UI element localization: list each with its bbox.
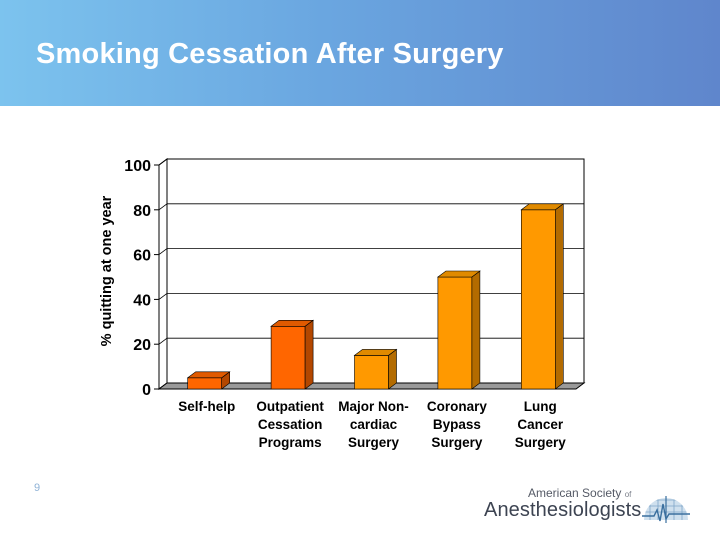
x-tick-label-4-0: Lung bbox=[524, 399, 557, 414]
y-tick-label-0: 0 bbox=[142, 382, 151, 399]
bar-2 bbox=[354, 355, 389, 390]
slide-title: Smoking Cessation After Surgery bbox=[36, 38, 504, 70]
y-tick-label-40: 40 bbox=[133, 292, 151, 309]
x-tick-label-2-0: Major Non- bbox=[338, 399, 409, 414]
x-tick-label-1-1: Cessation bbox=[258, 417, 323, 432]
y-tick-label-20: 20 bbox=[133, 337, 151, 354]
bar-side-1 bbox=[304, 319, 314, 390]
gridline-depth-60 bbox=[158, 248, 168, 255]
y-tick-label-80: 80 bbox=[133, 203, 151, 220]
bar-top-3 bbox=[437, 270, 481, 278]
x-tick-label-3-2: Surgery bbox=[431, 435, 483, 450]
x-tick-label-1-0: Outpatient bbox=[256, 399, 324, 414]
bar-top-2 bbox=[353, 349, 398, 356]
bar-top-0 bbox=[186, 371, 231, 379]
gridline-depth-20 bbox=[158, 337, 168, 345]
gridline-depth-40 bbox=[158, 293, 168, 300]
bar-3 bbox=[437, 276, 473, 390]
logo-of: of bbox=[624, 490, 632, 499]
bar-top-4 bbox=[520, 203, 565, 211]
bar-0 bbox=[187, 377, 222, 390]
x-tick-label-3-0: Coronary bbox=[427, 399, 488, 414]
bar-side-3 bbox=[471, 270, 481, 390]
page-number: 9 bbox=[34, 482, 41, 494]
asa-logo: American Society of Anesthesiologists bbox=[480, 482, 700, 526]
x-tick-label-2-2: Surgery bbox=[348, 435, 400, 450]
y-tick-label-100: 100 bbox=[124, 158, 151, 175]
logo-line2: Anesthesiologists bbox=[484, 499, 642, 521]
x-tick-label-2-1: cardiac bbox=[350, 417, 398, 432]
gridline-depth-80 bbox=[158, 203, 168, 211]
y-tick-label-60: 60 bbox=[133, 248, 151, 265]
plot-side-wall bbox=[158, 158, 168, 390]
logo-line1: American Society bbox=[528, 486, 622, 500]
bar-top-1 bbox=[270, 319, 314, 327]
x-tick-label-4-2: Surgery bbox=[515, 435, 567, 450]
x-tick-label-0-0: Self-help bbox=[178, 399, 235, 414]
slide-header bbox=[0, 0, 720, 106]
x-tick-label-3-1: Bypass bbox=[433, 417, 481, 432]
x-tick-label-1-2: Programs bbox=[259, 435, 322, 450]
x-tick-label-4-1: Cancer bbox=[517, 417, 564, 432]
y-axis-label: % quitting at one year bbox=[99, 195, 115, 346]
bar-side-2 bbox=[388, 348, 397, 390]
bar-4 bbox=[520, 209, 556, 390]
bar-side-4 bbox=[555, 203, 564, 390]
bar-1 bbox=[270, 325, 306, 390]
gridline-depth-100 bbox=[158, 158, 168, 166]
caduceus-heartbeat-emblem-icon bbox=[642, 496, 690, 523]
